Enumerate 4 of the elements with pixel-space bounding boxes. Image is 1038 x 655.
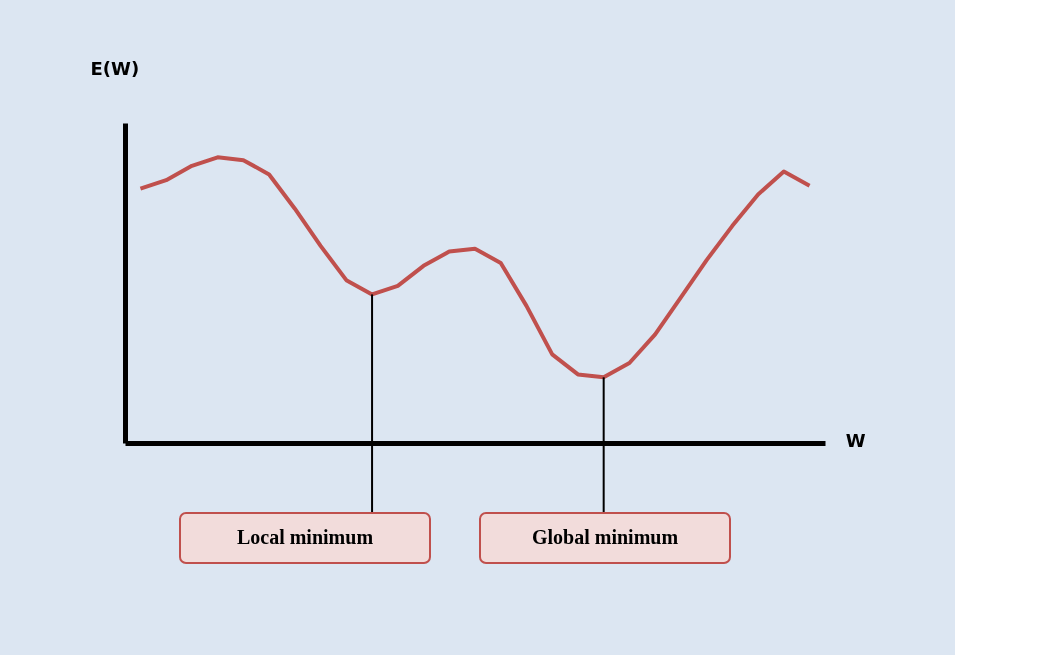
y-axis-title: E(W) [90,57,140,79]
x-axis-title: W [845,429,866,451]
text: Global minimum [531,526,679,548]
text: Local minimum [236,526,374,548]
